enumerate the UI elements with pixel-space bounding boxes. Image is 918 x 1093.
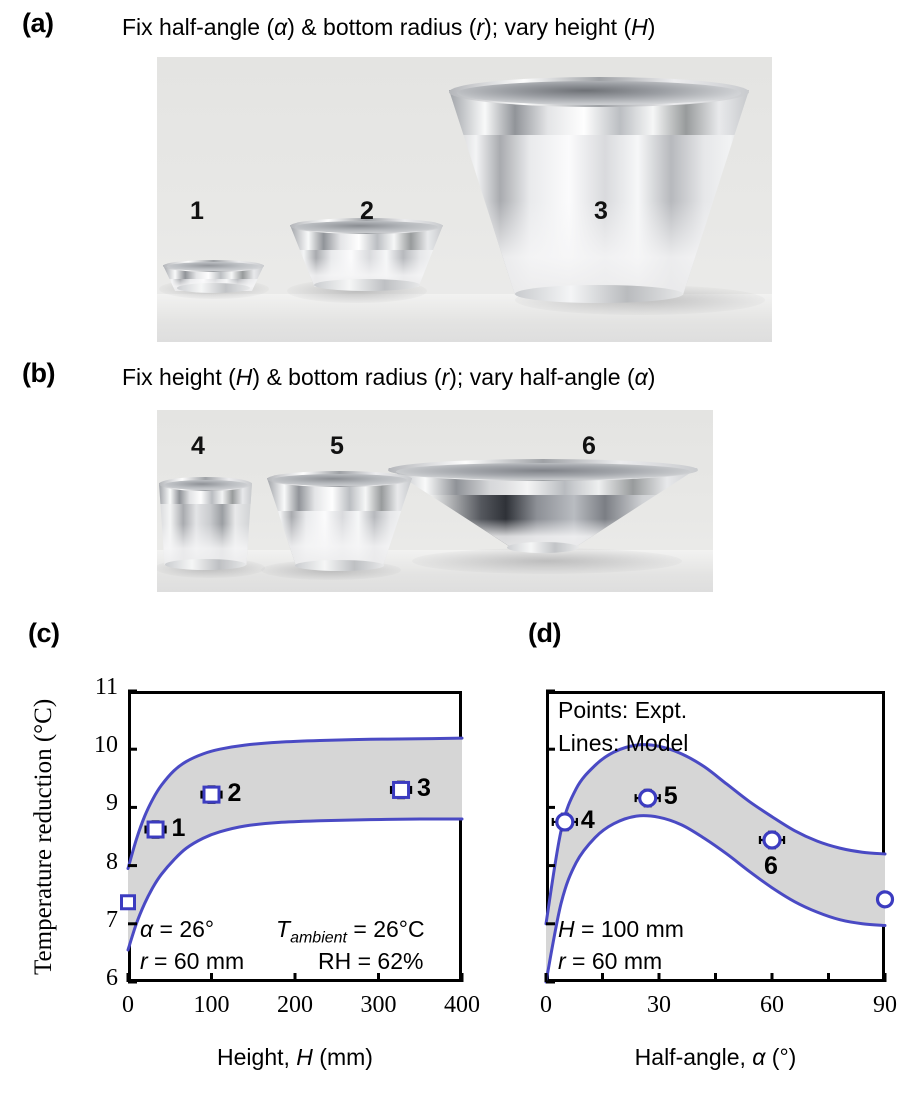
chart-d-xtick-90: 90 — [873, 992, 897, 1018]
chart-c-ytick-7: 7 — [106, 906, 118, 933]
chart-c-point-label-1: 1 — [171, 813, 186, 842]
vessel-1-label: 1 — [190, 197, 204, 225]
chart-c-tambient-symbol: T — [276, 916, 291, 942]
photo-a-table-surface — [157, 294, 772, 342]
chart-c-xlabel-prefix: Height, — [217, 1044, 297, 1070]
panel-b-caption-part4: ) — [647, 364, 656, 390]
chart-c-y-axis-title: Temperature reduction (°C) — [30, 698, 57, 975]
panel-b-caption-part3: ); vary half-angle ( — [449, 364, 635, 390]
chart-c-canvas — [120, 689, 464, 984]
chart-d-xtick-0: 0 — [540, 992, 552, 1018]
panel-c-tag: (c) — [28, 618, 60, 648]
chart-c-ytick-11: 11 — [94, 674, 118, 700]
chart-c-x-axis-title: Height, H (mm) — [128, 1044, 462, 1071]
chart-c-annotation-alpha: α = 26° — [140, 916, 214, 943]
panel-b-caption-r: r — [441, 364, 450, 390]
panel-b-caption: Fix height (H) & bottom radius (r); vary… — [122, 364, 655, 391]
panel-b-caption-alpha: α — [634, 364, 648, 390]
chart-c-point-label-3: 3 — [417, 773, 431, 802]
chart-d-canvas — [544, 689, 895, 984]
chart-c-annotation-tambient: Tambient = 26°C — [276, 916, 425, 948]
chart-d-xlabel-prefix: Half-angle, — [634, 1044, 753, 1070]
vessel-3-base — [515, 285, 683, 303]
photo-b-table-surface — [157, 550, 713, 592]
chart-c-ytick-10: 10 — [94, 732, 118, 759]
chart-c-xtick-100: 100 — [193, 992, 230, 1018]
panel-a-caption-part2: ) & bottom radius ( — [287, 14, 477, 40]
chart-c-xlabel-units: (mm) — [312, 1044, 373, 1070]
chart-c-alpha-value: = 26° — [153, 916, 215, 942]
chart-c-tambient-value: = 26°C — [346, 916, 425, 942]
chart-d-xlabel-units: (°) — [765, 1044, 797, 1070]
chart-c-ytick-6: 6 — [106, 965, 118, 991]
chart-d-xlabel-symbol: α — [752, 1044, 766, 1070]
chart-d-height-value: = 100 mm — [574, 916, 684, 942]
vessel-2-inner-cavity — [295, 221, 438, 233]
chart-d-xtick-60: 60 — [760, 992, 784, 1018]
panel-a-tag: (a) — [22, 8, 54, 38]
panel-b-caption-part2: ) & bottom radius ( — [252, 364, 442, 390]
vessel-6-inner-cavity — [396, 463, 690, 480]
vessel-3-label: 3 — [594, 197, 608, 225]
chart-c — [120, 689, 464, 984]
panel-b-photo: 4 5 6 — [157, 410, 713, 592]
chart-d-annotation-height: H = 100 mm — [558, 916, 684, 943]
vessel-1-base — [177, 283, 250, 293]
panel-a-photo: 1 2 3 — [157, 57, 772, 342]
chart-c-xtick-0: 0 — [122, 992, 134, 1018]
chart-d-x-axis-title: Half-angle, α (°) — [546, 1044, 885, 1071]
vessel-4-inner-cavity — [164, 480, 248, 490]
vessel-5-inner-cavity — [272, 474, 407, 486]
panel-a-caption-r: r — [476, 14, 485, 40]
chart-c-xtick-400: 400 — [444, 992, 480, 1018]
vessel-3-inner-cavity — [457, 81, 741, 105]
vessel-2-label: 2 — [360, 197, 374, 225]
chart-d-legend-points: Points: Expt. — [558, 697, 688, 723]
chart-d-radius-symbol: r — [558, 948, 566, 974]
panel-a-caption-part3: ); vary height ( — [484, 14, 632, 40]
vessel-4-label: 4 — [191, 432, 205, 460]
chart-d-point-label-6: 6 — [764, 851, 778, 880]
chart-d-annotation-radius: r = 60 mm — [558, 948, 662, 975]
panel-a-caption: Fix half-angle (α) & bottom radius (r); … — [122, 14, 655, 41]
chart-c-radius-symbol: r — [140, 948, 148, 974]
vessel-4-lower-sheen — [159, 524, 252, 565]
chart-c-annotation-radius: r = 60 mm — [140, 948, 244, 975]
chart-d-point-label-4: 4 — [580, 805, 595, 834]
chart-c-xtick-200: 200 — [277, 992, 313, 1018]
chart-c-ytick-8: 8 — [106, 848, 118, 875]
vessel-5-label: 5 — [330, 432, 344, 460]
panel-a-caption-h: H — [631, 14, 648, 40]
panel-d-tag: (d) — [528, 618, 561, 648]
vessel-2 — [290, 225, 443, 287]
vessel-2-base — [314, 279, 420, 291]
chart-d-point-label-5: 5 — [663, 782, 678, 811]
panel-a-caption-part1: Fix half-angle ( — [122, 14, 275, 40]
panel-b-caption-h: H — [235, 364, 253, 390]
chart-d-legend-lines: Lines: Model — [558, 730, 689, 756]
vessel-5-base — [295, 560, 384, 571]
vessel-6-label: 6 — [582, 432, 596, 460]
chart-d-radius-value: = 60 mm — [565, 948, 663, 974]
chart-c-ytick-9: 9 — [106, 790, 118, 817]
chart-c-tambient-subscript: ambient — [290, 929, 347, 947]
vessel-4 — [159, 483, 252, 565]
chart-c-xtick-300: 300 — [360, 992, 397, 1018]
vessel-6-base — [507, 542, 579, 553]
chart-c-radius-value: = 60 mm — [147, 948, 245, 974]
panel-b-caption-part1: Fix height ( — [122, 364, 236, 390]
chart-c-alpha-symbol: α — [140, 916, 154, 942]
chart-c-annotation-rh: RH = 62% — [318, 948, 424, 974]
chart-d — [544, 689, 895, 984]
panel-b-tag: (b) — [22, 358, 55, 388]
chart-c-xlabel-symbol: H — [296, 1044, 313, 1070]
chart-d-xtick-30: 30 — [647, 992, 671, 1018]
chart-c-point-label-2: 2 — [227, 778, 242, 807]
panel-a-caption-alpha: α — [274, 14, 288, 40]
vessel-1-inner-cavity — [167, 262, 260, 271]
panel-a-caption-part4: ) — [647, 14, 656, 40]
chart-d-height-symbol: H — [558, 916, 575, 942]
vessel-4-base — [165, 559, 246, 570]
